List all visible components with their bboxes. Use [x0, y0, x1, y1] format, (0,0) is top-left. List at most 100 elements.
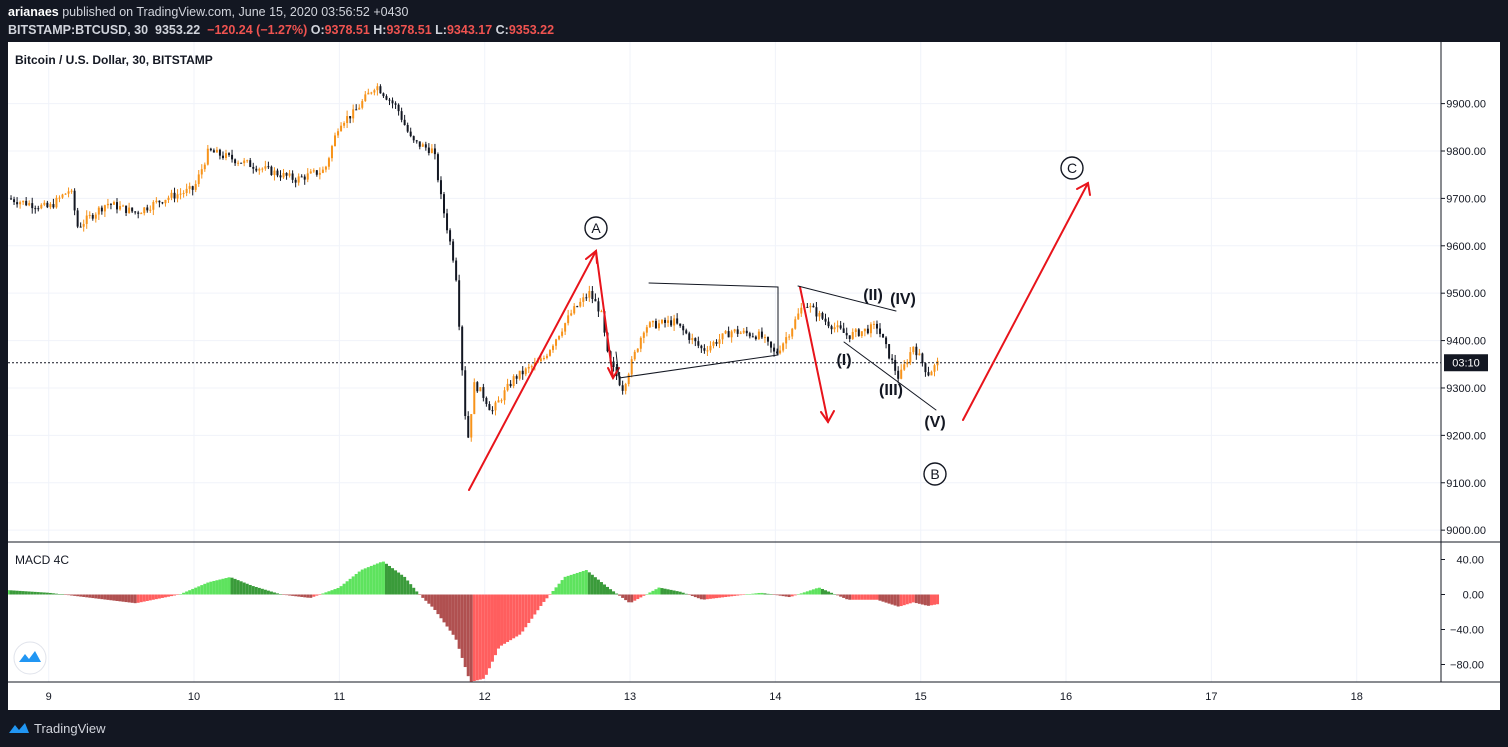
symbol-label[interactable]: BITSTAMP:BTCUSD, 30 [8, 23, 149, 37]
candle-body [58, 197, 61, 199]
macd-bar [814, 588, 818, 595]
candle-body [376, 86, 379, 91]
candle-body [736, 329, 739, 334]
macd-bar [593, 577, 597, 595]
candle-body [373, 90, 376, 93]
macd-bar [645, 594, 649, 595]
candle-body [521, 370, 524, 375]
candle-body [464, 370, 467, 417]
wave-a-circle[interactable] [584, 216, 608, 240]
candle-body [37, 208, 40, 210]
macd-bar [866, 594, 870, 600]
macd-bar [403, 576, 407, 595]
candle-body [872, 323, 875, 325]
candle-body [779, 350, 782, 354]
macd-bar [61, 594, 65, 595]
macd-bar [360, 569, 364, 595]
macd-bar [860, 594, 864, 600]
candle-body [346, 116, 349, 124]
chart-frame[interactable]: Bitcoin / U.S. Dollar, 30, BITSTAMP MACD… [6, 42, 1500, 710]
macd-bar [675, 591, 679, 595]
candle-body [155, 200, 158, 203]
macd-bar [272, 592, 276, 595]
candle-body [291, 173, 294, 180]
macd-bar [163, 594, 167, 598]
current-price-countdown: 03:10 [1452, 358, 1480, 370]
candle-body [31, 203, 34, 209]
candle-body [140, 213, 143, 215]
macd-bar [911, 594, 915, 603]
current-price-badge [1444, 354, 1488, 372]
macd-bar [333, 589, 337, 595]
publisher-name[interactable]: arianaes [8, 5, 59, 19]
candle-body [167, 197, 170, 200]
wave-b-label: B [930, 466, 939, 482]
macd-bar [563, 576, 567, 595]
macd-tick-label: 0.00 [1463, 590, 1484, 602]
macd-bar [76, 594, 80, 597]
macd-bar [748, 594, 752, 595]
macd-bar [596, 579, 600, 595]
candle-body [821, 312, 824, 319]
candle-body [143, 207, 146, 214]
y-tick-label: 9100.00 [1446, 478, 1486, 490]
macd-bar [727, 594, 731, 597]
macd-bar [769, 594, 773, 595]
macd-bar [699, 594, 703, 600]
macd-bar [375, 563, 379, 595]
macd-bar [602, 584, 606, 595]
macd-bar [481, 594, 485, 679]
sub-wave-4-label[interactable]: (IV) [890, 291, 916, 308]
sub-wave-3-label[interactable]: (III) [879, 382, 903, 399]
candle-body [760, 331, 763, 338]
triangle-pattern[interactable] [615, 282, 779, 379]
macd-bar [639, 594, 643, 598]
candle-body [436, 154, 439, 181]
candle-body [182, 193, 185, 195]
wedge-lower-line[interactable] [843, 341, 937, 411]
candle-body [482, 387, 485, 398]
candle-body [470, 414, 473, 438]
candle-body [16, 202, 19, 205]
candle-body [315, 170, 318, 175]
macd-bar [24, 591, 28, 595]
macd-bar [745, 594, 749, 595]
macd-bar [73, 594, 77, 596]
price-chart-svg[interactable]: Bitcoin / U.S. Dollar, 30, BITSTAMP MACD… [6, 42, 1500, 710]
candle-body [209, 148, 212, 151]
sub-wave-1-label[interactable]: (I) [836, 352, 851, 369]
candle-body [461, 326, 464, 371]
arrow-wave-a-up[interactable] [468, 250, 597, 491]
footer-brand[interactable]: TradingView [34, 720, 106, 736]
arrow-wave-b-down[interactable] [595, 250, 614, 379]
close-value: 9353.22 [508, 23, 555, 37]
sub-wave-5-label[interactable]: (V) [924, 414, 945, 431]
candle-body [164, 199, 167, 204]
wave-b-circle[interactable] [923, 462, 947, 486]
candle-body [103, 205, 106, 212]
candle-body [694, 338, 697, 342]
candle-body [449, 230, 452, 242]
candle-body [894, 359, 897, 371]
candle-body [915, 346, 918, 356]
macd-bar [557, 583, 561, 595]
candle-body [22, 200, 25, 203]
candle-body [794, 319, 797, 329]
candle-body [645, 327, 648, 333]
wedge-upper-line[interactable] [797, 285, 897, 312]
macd-bar [36, 592, 40, 595]
sub-wave-2-label[interactable]: (II) [863, 287, 883, 304]
arrow-sub-wave-down[interactable] [799, 286, 829, 423]
arrow-wave-c-up[interactable] [962, 182, 1089, 421]
candle-body [594, 299, 597, 302]
candle-body [55, 197, 58, 208]
wave-c-circle[interactable] [1060, 156, 1084, 180]
candle-body [206, 148, 209, 165]
candle-body [473, 382, 476, 415]
macd-bar [418, 594, 422, 595]
macd-bar [445, 594, 449, 627]
candle-body [40, 204, 43, 209]
macd-bar [315, 594, 319, 596]
candle-body [170, 192, 173, 198]
macd-bar [475, 594, 479, 681]
